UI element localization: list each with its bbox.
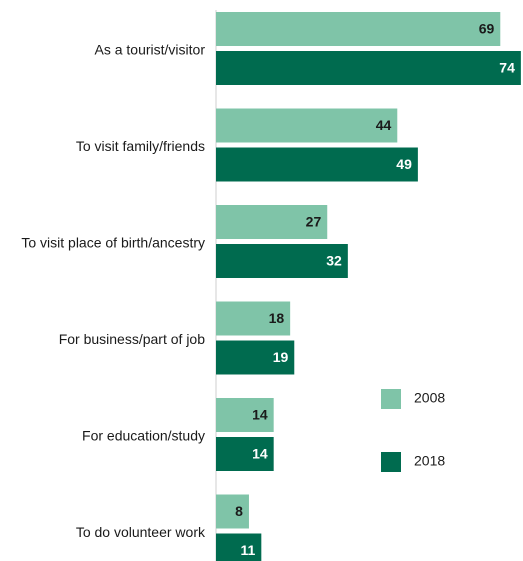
legend: 2008 2018 (381, 389, 445, 472)
data-label: 74 (499, 60, 515, 76)
category-label: To do volunteer work (76, 524, 206, 540)
bar-2018 (216, 147, 418, 182)
bar-2008 (216, 398, 274, 432)
bar-2018 (216, 244, 348, 278)
data-label: 18 (269, 310, 285, 326)
category-label: For business/part of job (59, 331, 206, 347)
category-labels-group: As a tourist/visitor To visit family/frie… (21, 42, 206, 541)
data-label: 8 (235, 503, 243, 519)
bar-2008 (216, 12, 501, 46)
legend-label: 2008 (414, 390, 445, 406)
data-label: 14 (252, 407, 268, 423)
bar-2008 (216, 205, 328, 239)
category-label: To visit family/friends (76, 138, 205, 154)
data-label: 27 (306, 214, 322, 230)
legend-swatch (381, 389, 401, 409)
category-label: As a tourist/visitor (95, 42, 206, 58)
bars-group: 69 74 44 49 27 32 18 19 14 14 8 11 (216, 12, 521, 561)
data-label: 11 (241, 542, 256, 558)
category-label: For education/study (82, 428, 205, 444)
data-label: 32 (326, 253, 342, 269)
bar-2018 (216, 533, 262, 561)
bar-2018 (216, 437, 274, 471)
bar-2008 (216, 494, 249, 529)
bar-2008 (216, 301, 291, 336)
data-label: 69 (479, 21, 495, 37)
data-label: 14 (252, 446, 268, 462)
data-label: 49 (396, 156, 412, 172)
bar-2008 (216, 108, 398, 143)
category-label: To visit place of birth/ancestry (21, 235, 205, 251)
bar-2018 (216, 51, 521, 85)
bar-2018 (216, 340, 295, 375)
data-label: 19 (273, 349, 289, 365)
legend-label: 2018 (414, 453, 445, 469)
legend-swatch (381, 452, 401, 472)
data-label: 44 (376, 117, 392, 133)
